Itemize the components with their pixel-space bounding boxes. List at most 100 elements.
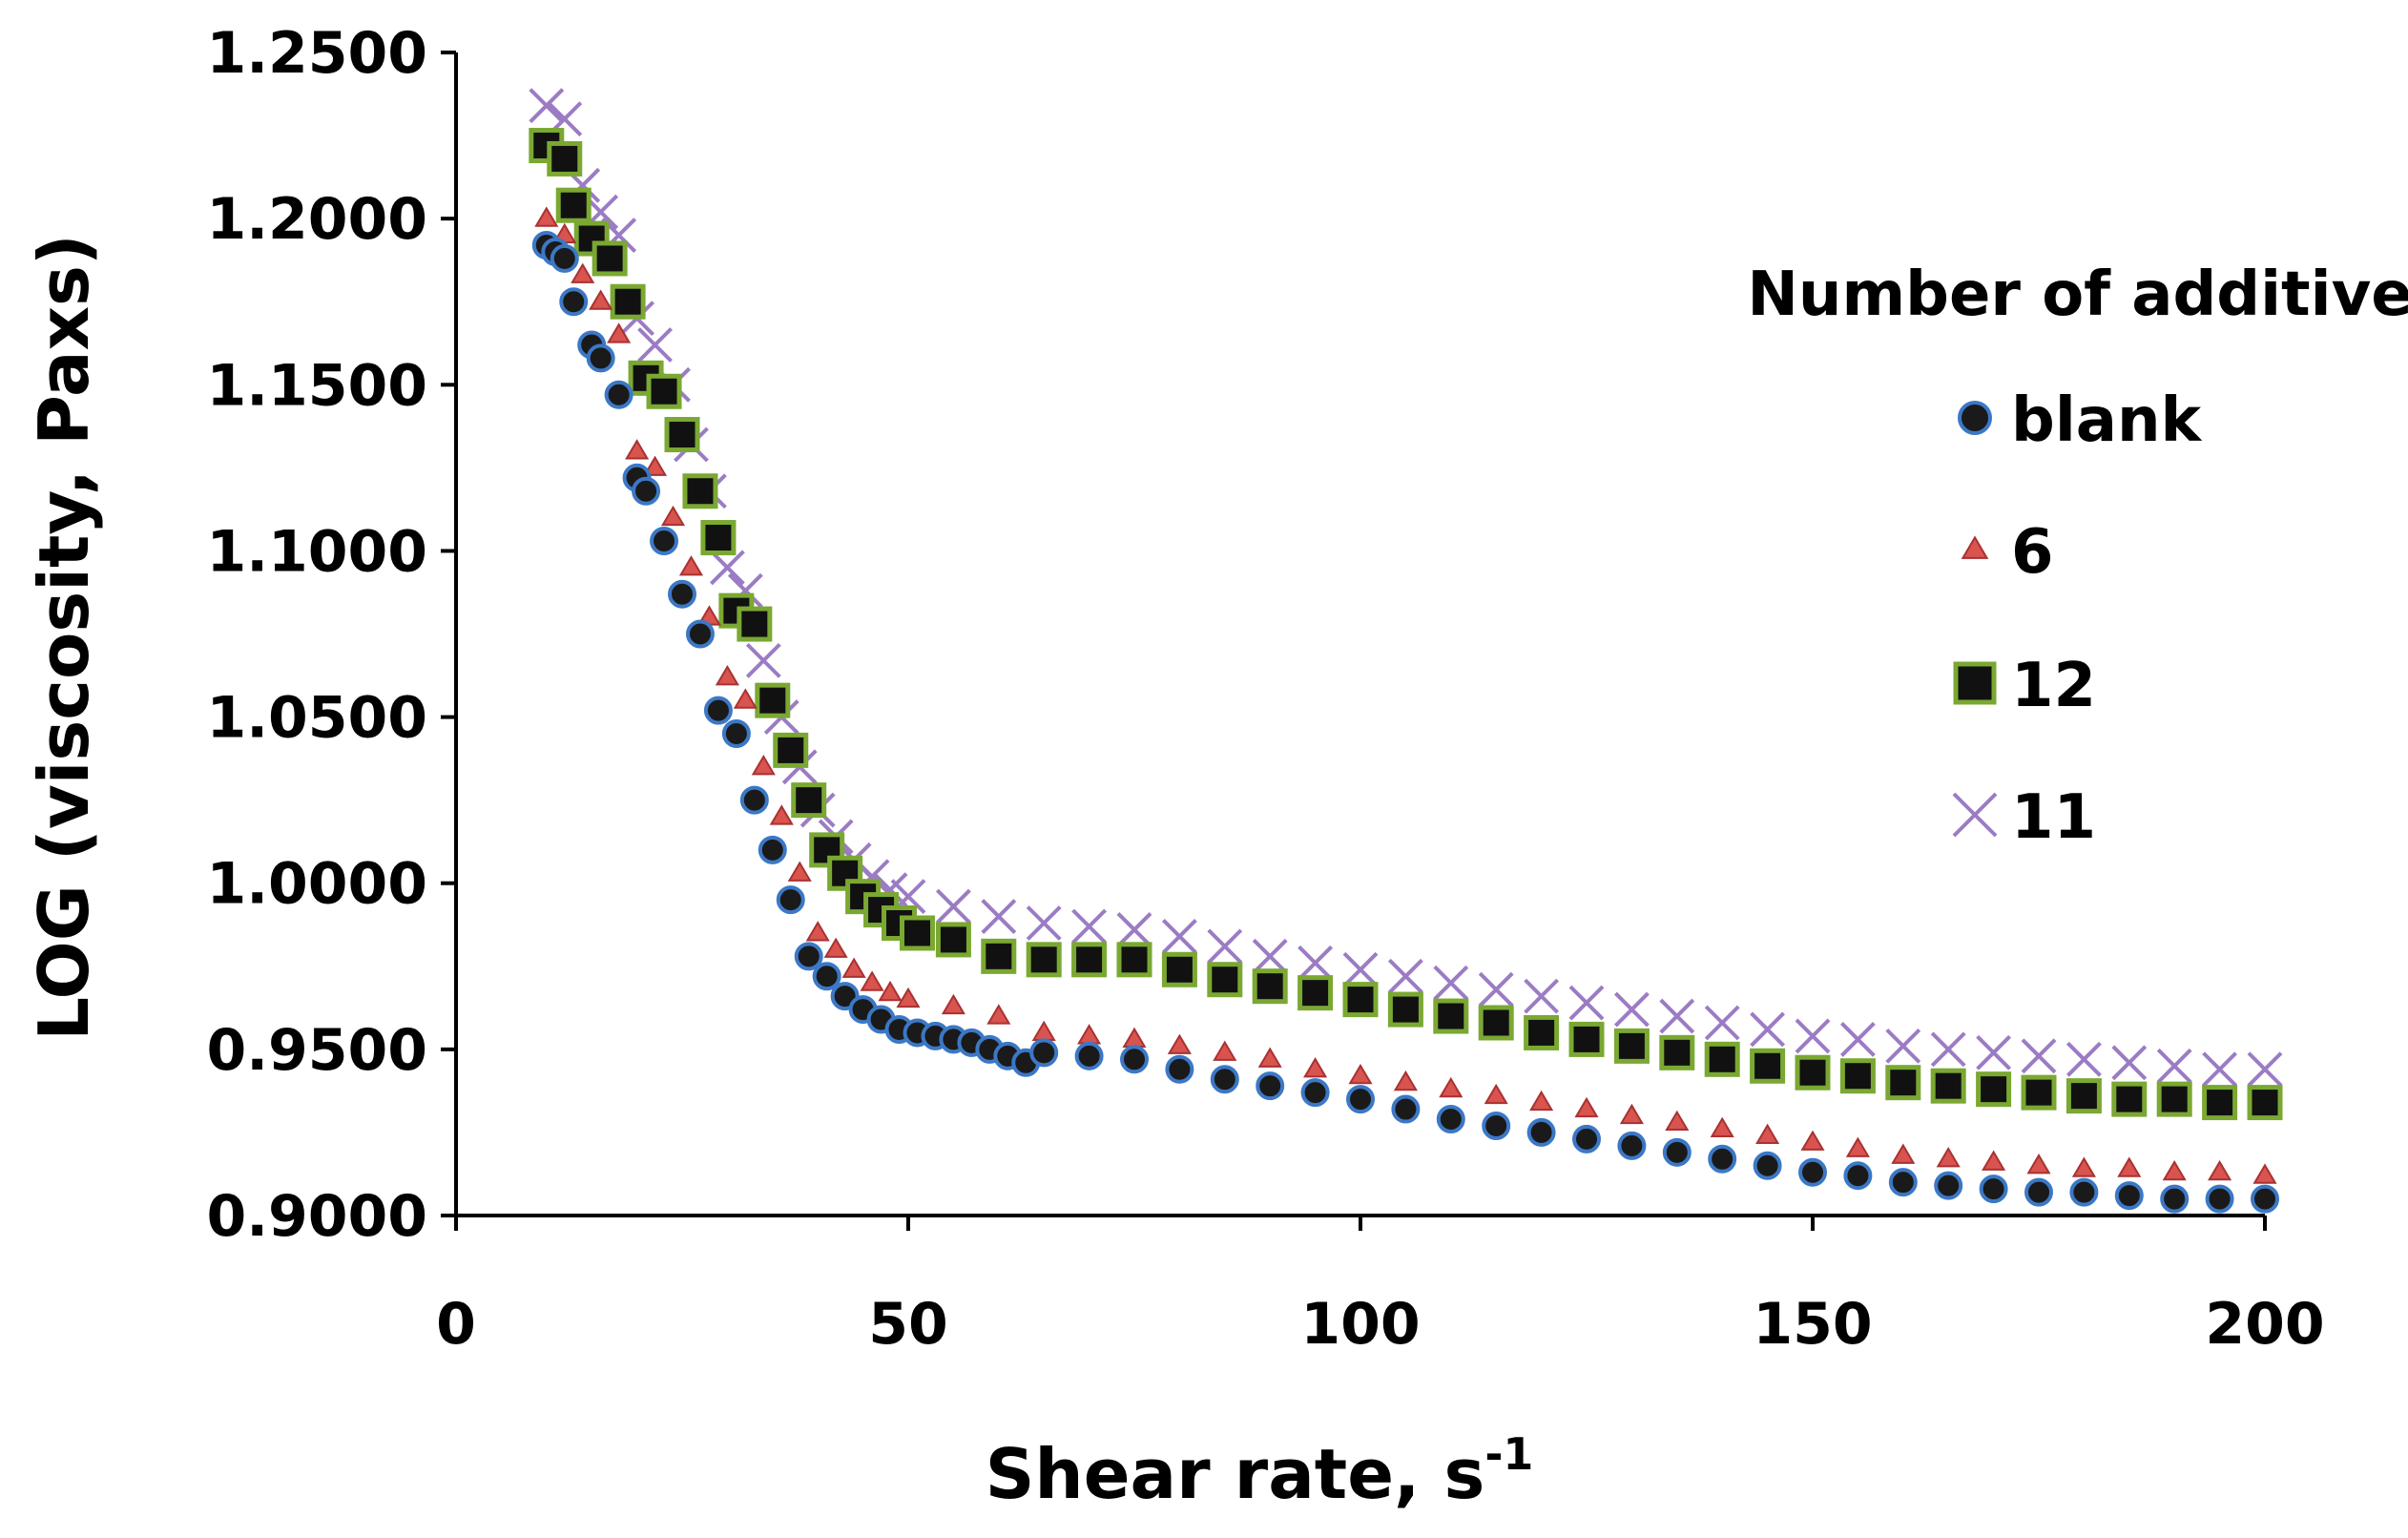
- data-point-12: [1478, 1005, 1514, 1041]
- data-point-12: [827, 855, 863, 891]
- data-point-12: [755, 682, 791, 718]
- data-point-6: [1529, 1090, 1554, 1112]
- data-point-6: [715, 665, 739, 686]
- data-point-6: [787, 861, 812, 882]
- data-point-blank: [1979, 1174, 2008, 1204]
- legend-label: blank: [2011, 385, 2203, 456]
- data-point-12: [737, 606, 773, 642]
- data-point-12: [1750, 1048, 1786, 1084]
- data-point-12: [555, 187, 592, 223]
- series-12: [529, 128, 2283, 1121]
- data-point-6: [1122, 1027, 1147, 1048]
- data-point-6: [589, 289, 613, 310]
- data-point-12: [791, 782, 827, 819]
- data-point-11: [2156, 1048, 2192, 1084]
- data-point-6: [1484, 1083, 1508, 1105]
- data-point-6: [1167, 1033, 1192, 1054]
- data-point-6: [625, 439, 650, 460]
- data-point-11: [1568, 985, 1605, 1021]
- legend-marker-blank: [1958, 401, 1992, 435]
- legend-item-6: 6: [1961, 517, 2054, 588]
- data-point-blank: [1029, 1038, 1059, 1068]
- data-point-6: [660, 505, 686, 527]
- data-point-blank: [2024, 1177, 2053, 1207]
- data-point-12: [1704, 1041, 1740, 1077]
- data-point-blank: [1617, 1131, 1647, 1160]
- data-point-12: [1659, 1034, 1695, 1070]
- data-point-6: [534, 206, 559, 227]
- data-point-6: [860, 970, 884, 991]
- data-point-6: [769, 804, 794, 825]
- data-point-blank: [1120, 1045, 1149, 1074]
- data-point-blank: [703, 696, 733, 725]
- data-point-12: [899, 915, 935, 951]
- data-point-6: [1891, 1143, 1916, 1164]
- data-point-blank: [550, 243, 579, 273]
- data-point-11: [1930, 1031, 1966, 1068]
- data-point-blank: [794, 942, 823, 971]
- data-point-11: [1252, 938, 1288, 974]
- data-point-6: [571, 262, 595, 283]
- data-point-blank: [1346, 1085, 1375, 1114]
- x-axis-title-main: Shear rate, s: [986, 1434, 1485, 1514]
- data-point-11: [529, 88, 565, 124]
- series-blank: [531, 231, 2279, 1214]
- data-point-blank: [812, 962, 841, 991]
- data-point-12: [1071, 942, 1108, 978]
- x-tick-label: 100: [1300, 1291, 1420, 1358]
- data-point-11: [745, 642, 781, 678]
- x-tick-label: 150: [1753, 1291, 1872, 1358]
- x-tick-label: 50: [868, 1291, 948, 1358]
- data-point-12: [1524, 1014, 1560, 1050]
- x-tick-label: 0: [436, 1291, 476, 1358]
- data-point-12: [682, 473, 718, 509]
- data-point-11: [1613, 991, 1650, 1028]
- data-point-12: [1930, 1068, 1966, 1104]
- legend-marker-12: [1953, 661, 1997, 705]
- data-point-12: [2202, 1085, 2238, 1121]
- data-point-6: [878, 980, 903, 1002]
- data-point-6: [1439, 1076, 1463, 1098]
- legend-label: 12: [2011, 651, 2096, 721]
- data-point-12: [1613, 1028, 1650, 1064]
- data-point-11: [1387, 958, 1423, 994]
- data-point-11: [1071, 908, 1108, 945]
- data-point-blank: [1708, 1144, 1737, 1174]
- data-point-11: [2021, 1038, 2057, 1074]
- data-point-blank: [1572, 1124, 1601, 1154]
- data-point-12: [610, 283, 646, 320]
- data-point-blank: [1934, 1171, 1963, 1200]
- data-point-blank: [668, 579, 696, 609]
- x-axis-title-superscript: -1: [1484, 1428, 1533, 1480]
- y-tick-label: 1.0500: [206, 685, 427, 752]
- y-tick-label: 1.1500: [206, 352, 427, 419]
- data-point-blank: [685, 619, 715, 649]
- data-point-12: [1976, 1071, 2012, 1108]
- legend-title: Number of additive: [1747, 260, 2408, 330]
- data-point-11: [1795, 1018, 1831, 1054]
- data-point-blank: [632, 476, 661, 506]
- data-point-6: [1619, 1103, 1644, 1125]
- y-tick-label: 0.9000: [206, 1183, 427, 1250]
- data-point-6: [678, 555, 704, 576]
- data-point-6: [2162, 1159, 2187, 1181]
- data-point-12: [2065, 1078, 2102, 1114]
- data-point-11: [1026, 905, 1062, 941]
- legend-marker-11: [1952, 792, 1998, 838]
- data-point-11: [2111, 1045, 2148, 1081]
- legend-item-blank: blank: [1958, 385, 2203, 456]
- data-point-12: [700, 519, 737, 555]
- data-point-12: [573, 220, 610, 257]
- data-point-blank: [1662, 1137, 1692, 1167]
- data-point-11: [1207, 928, 1243, 965]
- data-point-blank: [586, 343, 615, 373]
- data-point-12: [664, 417, 700, 453]
- data-point-12: [1839, 1058, 1876, 1094]
- data-point-6: [643, 455, 668, 476]
- x-axis-title: Shear rate, s-1: [986, 1428, 1534, 1514]
- data-point-blank: [650, 526, 679, 555]
- x-axis-ticks: 0 50 100 150 200: [436, 1216, 2325, 1358]
- series-layer: [529, 88, 2283, 1214]
- data-point-11: [1704, 1005, 1740, 1041]
- data-point-blank: [604, 380, 633, 409]
